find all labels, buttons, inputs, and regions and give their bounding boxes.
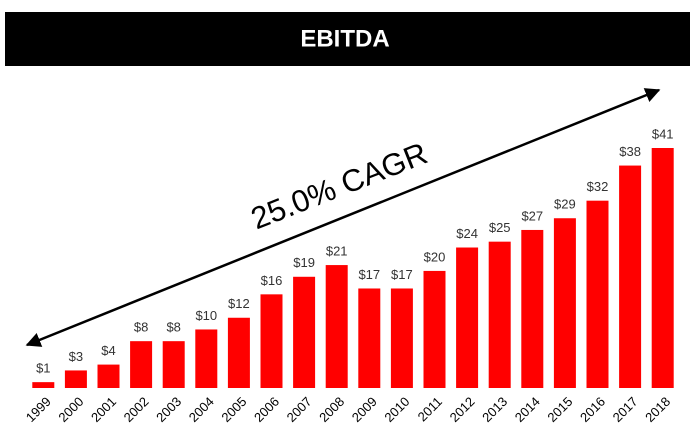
chart-title: EBITDA <box>300 25 389 52</box>
cagr-annotation: 25.0% CAGR <box>246 135 432 236</box>
value-label: $32 <box>587 179 609 194</box>
bar <box>586 200 609 388</box>
x-tick-label: 2017 <box>610 394 641 425</box>
bar <box>64 370 87 388</box>
value-label: $8 <box>166 320 180 335</box>
value-label: $41 <box>652 126 674 141</box>
bar <box>227 317 250 388</box>
x-tick-label: 2015 <box>544 394 575 425</box>
bar <box>390 288 413 388</box>
trend-arrow <box>25 88 661 347</box>
x-tick-label: 2001 <box>88 394 119 425</box>
bar <box>293 276 316 388</box>
x-tick-label: 2009 <box>349 394 380 425</box>
bar <box>195 329 218 388</box>
bar <box>456 247 479 388</box>
bar <box>358 288 381 388</box>
value-label: $12 <box>228 296 250 311</box>
bar <box>553 218 576 388</box>
value-label: $29 <box>554 197 576 212</box>
x-tick-label: 2000 <box>55 394 86 425</box>
x-tick-label: 2010 <box>381 394 412 425</box>
x-tick-label: 2012 <box>447 394 478 425</box>
value-label: $1 <box>36 361 50 376</box>
x-tick-label: 2003 <box>153 394 184 425</box>
value-label: $21 <box>326 244 348 259</box>
value-label: $24 <box>456 226 478 241</box>
value-label: $8 <box>134 320 148 335</box>
value-label: $38 <box>619 144 641 159</box>
bar <box>619 165 642 388</box>
bar <box>130 341 153 388</box>
value-label: $20 <box>424 249 446 264</box>
x-tick-label: 2018 <box>642 394 673 425</box>
x-tick-label: 2014 <box>512 394 543 425</box>
bar <box>325 265 348 388</box>
value-label: $17 <box>358 267 380 282</box>
title-banner <box>5 12 690 66</box>
x-tick-label: 2004 <box>186 394 217 425</box>
x-tick-label: 2006 <box>251 394 282 425</box>
bar <box>423 270 446 388</box>
bar <box>260 294 283 388</box>
value-label: $3 <box>69 349 83 364</box>
value-label: $16 <box>261 273 283 288</box>
x-tick-label: 2007 <box>284 394 315 425</box>
bar <box>32 382 55 388</box>
bar <box>97 364 120 388</box>
bar <box>521 229 544 388</box>
value-label: $25 <box>489 220 511 235</box>
value-label: $17 <box>391 267 413 282</box>
bar <box>162 341 185 388</box>
x-tick-label: 2005 <box>218 394 249 425</box>
x-tick-label: 2002 <box>121 394 152 425</box>
x-tick-label: 1999 <box>23 394 54 425</box>
value-label: $10 <box>195 308 217 323</box>
value-label: $4 <box>101 343 115 358</box>
bar <box>651 148 674 388</box>
x-tick-label: 2013 <box>479 394 510 425</box>
x-tick-label: 2011 <box>415 394 445 424</box>
x-tick-label: 2016 <box>577 394 608 425</box>
value-label: $19 <box>293 255 315 270</box>
bar <box>488 241 511 388</box>
value-label: $27 <box>521 208 543 223</box>
x-tick-label: 2008 <box>316 394 347 425</box>
